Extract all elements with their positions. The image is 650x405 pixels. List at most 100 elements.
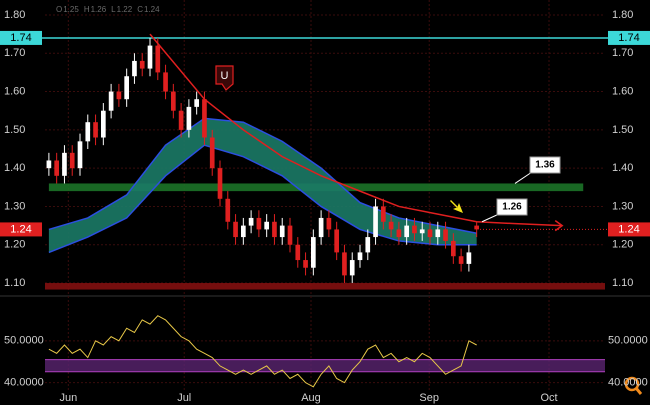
candle-body bbox=[419, 229, 425, 234]
candle-body bbox=[69, 152, 75, 169]
ohlc-key: L bbox=[111, 5, 116, 14]
ohlc-key: H bbox=[84, 5, 90, 14]
y-tick-label: 1.30 bbox=[612, 200, 633, 212]
trend-arrow bbox=[554, 219, 564, 232]
x-tick-label: Jul bbox=[177, 392, 191, 404]
candle-body bbox=[396, 229, 402, 238]
marker-label: U bbox=[221, 70, 229, 82]
y-tick-label: 1.10 bbox=[4, 277, 25, 289]
zoom-icon[interactable] bbox=[624, 376, 643, 395]
candle-body bbox=[147, 45, 153, 69]
candle-body bbox=[427, 229, 433, 238]
price-label-box bbox=[608, 222, 650, 237]
candle-body bbox=[474, 225, 479, 230]
level-label: 1.74 bbox=[10, 32, 31, 44]
y-tick-label: 1.80 bbox=[4, 9, 25, 21]
callout-pointer bbox=[481, 213, 500, 223]
candle-body bbox=[139, 60, 145, 69]
candle-body bbox=[349, 260, 355, 276]
candle-body bbox=[248, 217, 254, 226]
level-label-box bbox=[608, 30, 650, 45]
candle-body bbox=[93, 122, 98, 138]
candle-body bbox=[217, 168, 223, 199]
candle-body bbox=[241, 225, 246, 238]
cloud-fill bbox=[48, 118, 477, 253]
callout-label: 1.36 bbox=[535, 160, 555, 171]
candle-body bbox=[171, 91, 176, 111]
candle-body bbox=[373, 206, 378, 238]
y-tick-label: 1.50 bbox=[4, 124, 25, 136]
y-tick-label: 1.70 bbox=[4, 47, 25, 59]
price-label-box bbox=[0, 222, 42, 237]
price-label: 1.24 bbox=[618, 223, 639, 235]
y-tick-label: 1.20 bbox=[612, 239, 633, 251]
ohlc-value: 1.25 bbox=[63, 5, 79, 14]
candle-body bbox=[178, 110, 184, 130]
y-tick-label: 50.0000 bbox=[608, 335, 648, 347]
level-label-box bbox=[0, 30, 42, 45]
price-label: 1.24 bbox=[10, 223, 31, 235]
candle-body bbox=[163, 72, 168, 92]
candle-body bbox=[155, 45, 161, 73]
cloud-lower bbox=[48, 144, 477, 254]
candle-body bbox=[85, 122, 91, 142]
indicator-line bbox=[48, 315, 477, 388]
level-label: 1.74 bbox=[618, 32, 639, 44]
y-tick-label: 1.20 bbox=[4, 239, 25, 251]
y-tick-label: 1.10 bbox=[612, 277, 633, 289]
candle-body bbox=[225, 198, 231, 222]
candle-body bbox=[451, 240, 456, 257]
callout-box bbox=[529, 156, 561, 174]
candle-body bbox=[435, 229, 441, 238]
cloud-upper bbox=[48, 117, 477, 234]
yellow-arrow bbox=[450, 200, 463, 213]
ohlc-value: 1.24 bbox=[144, 5, 160, 14]
trend-line bbox=[149, 33, 563, 227]
candle-body bbox=[194, 99, 199, 107]
x-tick-label: Aug bbox=[301, 392, 321, 404]
y-tick-label: 1.30 bbox=[4, 200, 25, 212]
candle-body bbox=[365, 237, 371, 253]
candle-body bbox=[132, 60, 137, 77]
ohlc-key: O bbox=[56, 5, 62, 14]
candle-body bbox=[381, 206, 386, 222]
candle-body bbox=[62, 152, 67, 176]
candle-body bbox=[334, 229, 339, 253]
candle-body bbox=[54, 160, 59, 176]
marker-box bbox=[215, 65, 234, 91]
callout-box bbox=[496, 198, 528, 216]
candle-body bbox=[388, 221, 394, 230]
candle-body bbox=[295, 244, 301, 261]
candle-body bbox=[311, 237, 316, 268]
candle-body bbox=[466, 252, 472, 264]
candle-body bbox=[318, 217, 324, 238]
y-tick-label: 1.60 bbox=[4, 85, 25, 97]
candle-body bbox=[287, 225, 293, 245]
y-tick-label: 50.0000 bbox=[4, 335, 44, 347]
candle-body bbox=[256, 217, 262, 230]
candle-body bbox=[186, 106, 192, 130]
x-tick-label: Oct bbox=[540, 392, 557, 404]
candle-body bbox=[412, 225, 417, 234]
candle-body bbox=[264, 221, 269, 230]
candle-body bbox=[279, 225, 285, 238]
candle-body bbox=[357, 252, 363, 261]
candle-body bbox=[108, 91, 114, 111]
candle-body bbox=[46, 160, 52, 169]
candle-body bbox=[326, 217, 332, 230]
x-tick-label: Jun bbox=[59, 392, 77, 404]
candle-body bbox=[202, 99, 207, 138]
ohlc-value: 1.26 bbox=[91, 5, 107, 14]
candle-body bbox=[77, 141, 83, 169]
candle-body bbox=[116, 91, 122, 100]
candle-body bbox=[443, 229, 448, 241]
indicator-zone bbox=[45, 359, 605, 372]
candle-body bbox=[303, 260, 308, 268]
y-tick-label: 1.50 bbox=[612, 124, 633, 136]
y-tick-label: 40.0000 bbox=[608, 377, 648, 389]
candle-body bbox=[272, 221, 277, 238]
callout-label: 1.26 bbox=[502, 202, 522, 213]
y-tick-label: 1.70 bbox=[612, 47, 633, 59]
x-tick-label: Sep bbox=[419, 392, 439, 404]
